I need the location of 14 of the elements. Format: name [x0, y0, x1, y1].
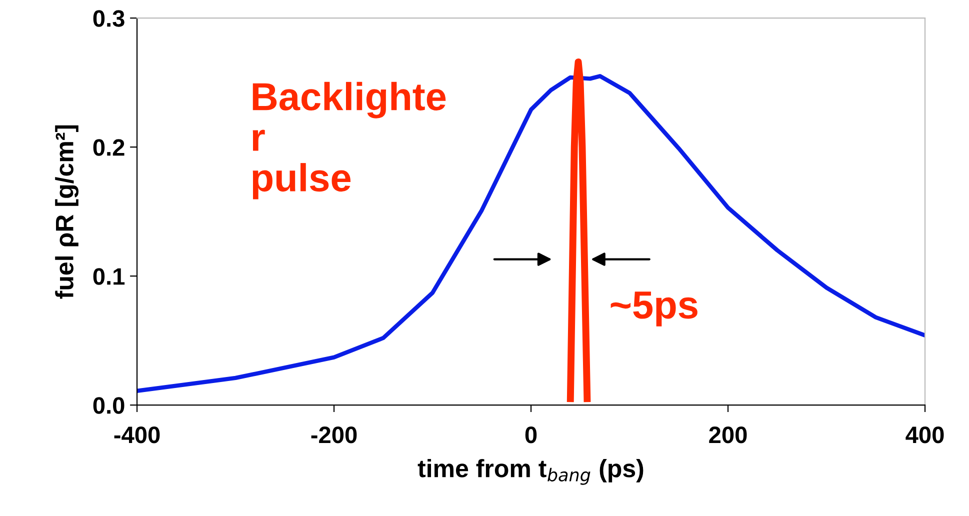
y-tick-label: 0.2 — [93, 139, 124, 156]
y-axis-title: fuel ρR [g/cm²] — [55, 125, 79, 299]
y-tick-label: 0.3 — [93, 10, 124, 27]
x-tick-label: 400 — [906, 426, 944, 444]
x-tick-label: 0 — [525, 426, 537, 444]
line-series — [137, 74, 926, 393]
x-tick-label: 200 — [709, 426, 747, 444]
x-tick-label: -400 — [114, 426, 160, 444]
annotation: Backlighte r pulse — [252, 82, 446, 200]
y-tick-label: 0.1 — [93, 268, 125, 285]
x-axis-title: time from t$_{bang}$ (ps) — [418, 459, 644, 485]
y-tick-label: 0.0 — [93, 397, 124, 414]
annotation: ~5ps — [610, 292, 698, 326]
x-tick-label: -200 — [311, 426, 357, 444]
